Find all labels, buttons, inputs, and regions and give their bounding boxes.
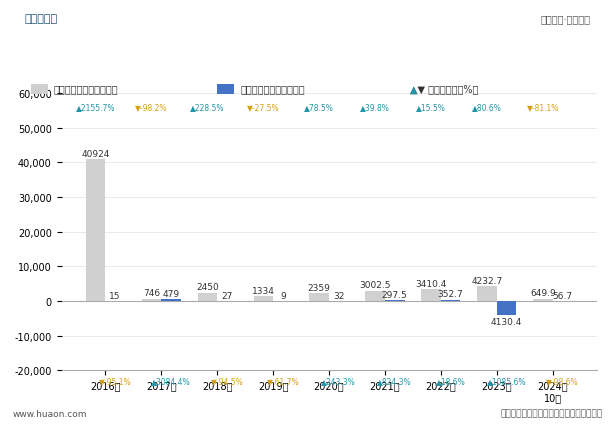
Bar (141, 299, 161, 302)
Bar (421, 290, 441, 302)
Text: 649.9: 649.9 (530, 289, 556, 298)
Text: ▲▼ 同比增长率（%）: ▲▼ 同比增长率（%） (410, 84, 478, 95)
Bar (253, 297, 273, 302)
Text: ▲80.6%: ▲80.6% (472, 102, 502, 111)
Text: ▲2155.7%: ▲2155.7% (76, 102, 116, 111)
Text: 352.7: 352.7 (438, 290, 464, 299)
Text: ▲39.8%: ▲39.8% (360, 102, 390, 111)
Text: 297.5: 297.5 (382, 290, 408, 299)
Text: ▲1085.6%: ▲1085.6% (487, 376, 526, 385)
Text: ▲78.5%: ▲78.5% (304, 102, 334, 111)
Text: ▼-94.5%: ▼-94.5% (210, 376, 244, 385)
Text: ▼-98.6%: ▼-98.6% (546, 376, 579, 385)
Text: ▼-81.1%: ▼-81.1% (526, 102, 559, 111)
Text: ▼-98.2%: ▼-98.2% (135, 102, 168, 111)
Text: ▲824.3%: ▲824.3% (378, 376, 412, 385)
Bar (31, 84, 48, 95)
Text: 27: 27 (221, 291, 232, 300)
Bar (533, 299, 553, 302)
Bar (197, 293, 217, 302)
Text: 32: 32 (333, 291, 344, 300)
Text: 15: 15 (109, 291, 121, 300)
Text: 479: 479 (162, 289, 180, 298)
Text: ▲243.3%: ▲243.3% (322, 376, 356, 385)
Bar (477, 287, 497, 302)
Text: 1334: 1334 (252, 286, 275, 295)
Text: 56.7: 56.7 (552, 291, 573, 300)
Text: 2450: 2450 (196, 282, 219, 291)
Text: ▲3084.4%: ▲3084.4% (151, 376, 191, 385)
Text: 3410.4: 3410.4 (415, 279, 446, 288)
Bar (385, 300, 405, 302)
Text: ▲15.5%: ▲15.5% (416, 102, 446, 111)
Text: 华经情报网: 华经情报网 (25, 14, 58, 24)
Text: 4232.7: 4232.7 (471, 276, 502, 285)
Text: 2359: 2359 (308, 283, 331, 292)
Text: ▲: ▲ (410, 84, 418, 95)
Text: ▲228.5%: ▲228.5% (190, 102, 224, 111)
Text: ▼-95.1%: ▼-95.1% (99, 376, 132, 385)
Text: 4130.4: 4130.4 (491, 317, 522, 326)
Bar (86, 160, 105, 302)
Text: 数据来源：中国海关，华经产业研究院整理: 数据来源：中国海关，华经产业研究院整理 (501, 409, 603, 418)
Text: 9: 9 (280, 291, 286, 300)
Text: ▼-27.5%: ▼-27.5% (247, 102, 280, 111)
Bar (441, 300, 461, 302)
Bar (365, 291, 385, 302)
Text: ▲18.6%: ▲18.6% (436, 376, 466, 385)
Text: www.huaon.com: www.huaon.com (12, 409, 87, 418)
Text: 40924: 40924 (81, 150, 110, 158)
Bar (218, 84, 234, 95)
Text: ▼-61.7%: ▼-61.7% (266, 376, 300, 385)
Text: 出口商品总值（千美元）: 出口商品总值（千美元） (54, 84, 118, 95)
Text: 3002.5: 3002.5 (359, 281, 391, 290)
Bar (161, 300, 181, 302)
Text: 专业严谨·客观科学: 专业严谨·客观科学 (541, 14, 590, 24)
Text: 2016-2024年10月中国与非洲其他国家(地区)进、出口商品总值: 2016-2024年10月中国与非洲其他国家(地区)进、出口商品总值 (148, 50, 467, 65)
Text: 进口商品总值（千美元）: 进口商品总值（千美元） (240, 84, 304, 95)
Bar (497, 302, 517, 316)
Text: 746: 746 (143, 288, 160, 297)
Bar (309, 293, 329, 302)
